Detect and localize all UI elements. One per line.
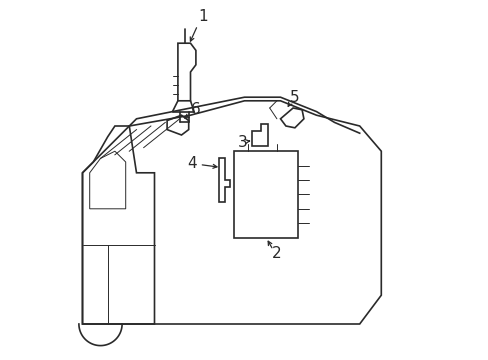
Text: 4: 4 xyxy=(187,156,197,171)
Text: 2: 2 xyxy=(271,246,281,261)
Text: 3: 3 xyxy=(237,135,247,150)
Text: 5: 5 xyxy=(289,90,299,105)
Text: 6: 6 xyxy=(191,102,201,117)
Text: 1: 1 xyxy=(198,9,207,24)
